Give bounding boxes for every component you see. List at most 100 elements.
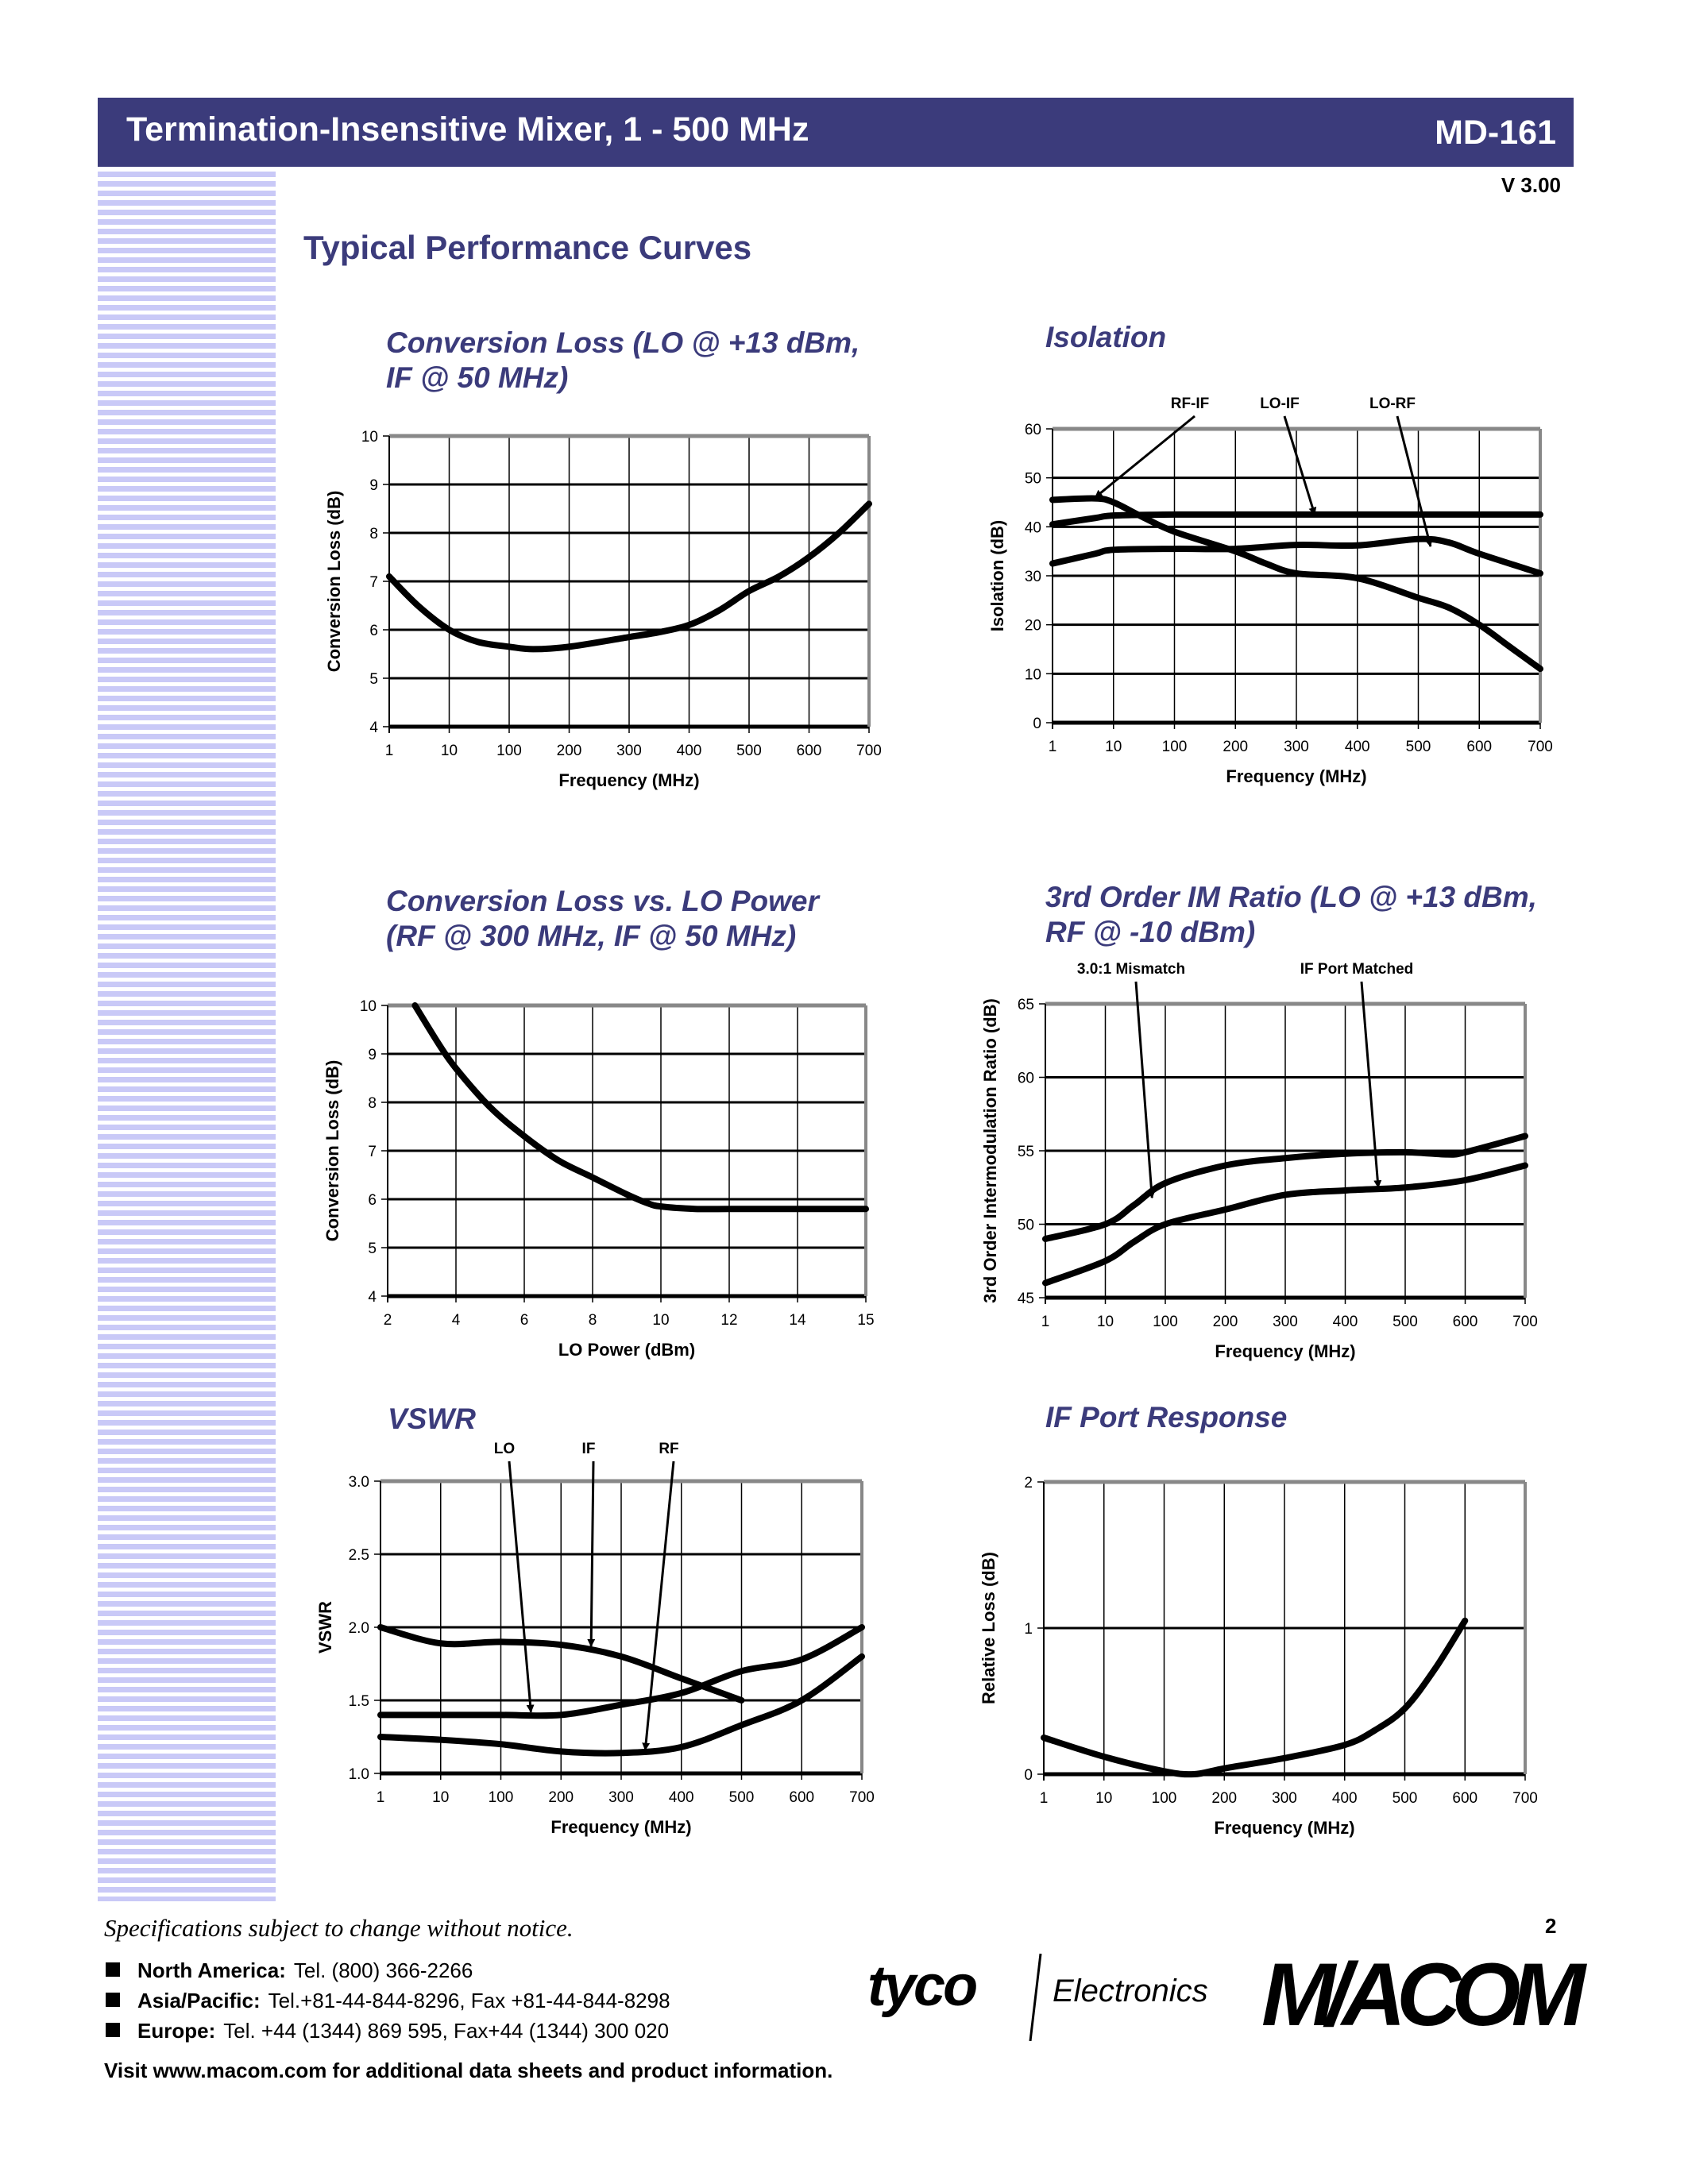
- chart-title-line: (RF @ 300 MHz, IF @ 50 MHz): [386, 920, 797, 952]
- x-tick-label: 1: [1040, 1790, 1049, 1807]
- y-tick-label: 5: [369, 671, 378, 688]
- y-tick-label: 50: [1018, 1217, 1034, 1234]
- y-tick-label: 20: [1025, 618, 1041, 635]
- y-tick-label: 10: [1025, 666, 1041, 683]
- y-tick-label: 60: [1025, 422, 1041, 438]
- annotation-arrow: [1396, 415, 1433, 547]
- annotation-arrow: [1134, 981, 1156, 1199]
- x-tick-label: 600: [797, 743, 822, 759]
- part-number: MD-161: [1435, 114, 1556, 152]
- annotation-arrow: [1360, 981, 1382, 1189]
- chart-4: 1 10 100 200 300 400 500 600 700 1.0 1.5 2.0 2.5 3.0 F…: [315, 1441, 875, 1837]
- annotation-label: RF-IF: [1171, 396, 1210, 412]
- series-line-lo-rf: [1049, 535, 1543, 577]
- contact-asia-pacific: Asia/Pacific: Tel.+81-44-844-8296, Fax +8…: [106, 1989, 670, 2013]
- x-tick-label: 400: [1332, 1790, 1358, 1807]
- chart-title-line: RF @ -10 dBm): [1045, 916, 1256, 948]
- x-tick-label: 300: [1273, 1314, 1298, 1330]
- chart-3: 1 10 100 200 300 400 500 600 700 45 50 55 60 65 Freque…: [980, 961, 1538, 1361]
- x-tick-label: 600: [1466, 739, 1492, 755]
- x-tick-label: 600: [1453, 1314, 1478, 1330]
- x-tick-label: 200: [548, 1789, 574, 1806]
- y-tick-label: 9: [368, 1047, 377, 1063]
- y-tick-label: 9: [369, 477, 378, 494]
- tyco-electronics-logo: tyco Electronics: [867, 1953, 1208, 2041]
- svg-text:M/ACOM: M/ACOM: [1261, 1945, 1587, 2044]
- series-line: [411, 1002, 869, 1213]
- x-tick-label: 1: [385, 743, 394, 759]
- y-tick-label: 55: [1018, 1144, 1034, 1160]
- y-tick-label: 8: [369, 526, 378, 542]
- x-tick-label: 600: [1452, 1790, 1477, 1807]
- chart-title-line: IF @ 50 MHz): [386, 361, 569, 394]
- y-tick-label: 2.5: [349, 1547, 369, 1564]
- y-tick-label: 5: [368, 1241, 377, 1257]
- y-tick-label: 0: [1024, 1767, 1033, 1784]
- x-tick-label: 300: [1284, 739, 1309, 755]
- series-line-rf-if: [1049, 495, 1543, 673]
- x-tick-label: 700: [856, 743, 882, 759]
- y-tick-label: 30: [1025, 569, 1041, 585]
- y-tick-label: 0: [1033, 716, 1041, 732]
- x-tick-label: 100: [1153, 1314, 1178, 1330]
- svg-text:tyco: tyco: [867, 1954, 976, 2018]
- contact-details: Tel. +44 (1344) 869 595, Fax+44 (1344) 3…: [223, 2019, 670, 2043]
- annotation-arrow: [587, 1461, 596, 1647]
- x-tick-label: 100: [496, 743, 522, 759]
- bullet-square-icon: [106, 1962, 120, 1977]
- series-line-lo-if: [1049, 511, 1543, 528]
- annotation-label: LO: [494, 1441, 515, 1457]
- x-tick-label: 15: [857, 1312, 874, 1329]
- chart-title-if-port-response: IF Port Response: [1045, 1400, 1287, 1435]
- annotation-arrow: [1283, 415, 1317, 515]
- bullet-square-icon: [106, 2023, 120, 2037]
- x-tick-label: 500: [1406, 739, 1431, 755]
- x-tick-label: 100: [1152, 1790, 1177, 1807]
- x-tick-label: 600: [789, 1789, 814, 1806]
- x-tick-label: 10: [432, 1789, 449, 1806]
- chart-title-im3: 3rd Order IM Ratio (LO @ +13 dBm, RF @ -…: [1045, 880, 1537, 950]
- x-tick-label: 100: [489, 1789, 514, 1806]
- y-tick-label: 10: [361, 429, 378, 446]
- series-line-rf: [377, 1653, 865, 1757]
- annotation-arrow: [642, 1461, 675, 1751]
- y-tick-label: 1: [1024, 1621, 1033, 1638]
- x-tick-label: 200: [1213, 1314, 1238, 1330]
- y-tick-label: 65: [1018, 997, 1034, 1013]
- y-tick-label: 6: [369, 623, 378, 639]
- x-tick-label: 6: [520, 1312, 529, 1329]
- annotation-label: IF Port Matched: [1300, 961, 1414, 978]
- y-tick-label: 4: [369, 720, 378, 736]
- x-tick-label: 300: [616, 743, 642, 759]
- annotation-arrow: [508, 1461, 535, 1713]
- y-tick-label: 60: [1018, 1071, 1034, 1087]
- y-tick-label: 50: [1025, 471, 1041, 488]
- x-tick-label: 12: [720, 1312, 737, 1329]
- bullet-square-icon: [106, 1993, 120, 2007]
- annotation-label: IF: [582, 1441, 596, 1457]
- x-tick-label: 400: [677, 743, 702, 759]
- x-tick-label: 1: [1049, 739, 1057, 755]
- series-line: [1041, 1617, 1469, 1778]
- series-line: [1042, 1133, 1528, 1242]
- annotation-arrow: [1094, 415, 1196, 499]
- y-tick-label: 1.5: [349, 1693, 369, 1710]
- y-tick-label: 45: [1018, 1291, 1034, 1307]
- y-axis-title: 3rd Order Intermodulation Ratio (dB): [980, 998, 1000, 1303]
- x-tick-label: 700: [1512, 1314, 1538, 1330]
- x-tick-label: 1: [1041, 1314, 1050, 1330]
- x-axis-title: Frequency (MHz): [550, 1817, 691, 1837]
- disclaimer: Specifications subject to change without…: [104, 1914, 574, 1942]
- version-label: V 3.00: [1501, 173, 1561, 197]
- contact-region: Asia/Pacific:: [137, 1989, 261, 2012]
- contact-europe: Europe: Tel. +44 (1344) 869 595, Fax+44 (…: [106, 2019, 669, 2043]
- x-tick-label: 500: [736, 743, 762, 759]
- chart-title-vswr: VSWR: [388, 1402, 476, 1437]
- y-axis-title: Conversion Loss (dB): [324, 491, 344, 673]
- x-tick-label: 4: [452, 1312, 461, 1329]
- x-tick-label: 700: [1528, 739, 1553, 755]
- x-tick-label: 400: [1333, 1314, 1358, 1330]
- x-tick-label: 1: [377, 1789, 385, 1806]
